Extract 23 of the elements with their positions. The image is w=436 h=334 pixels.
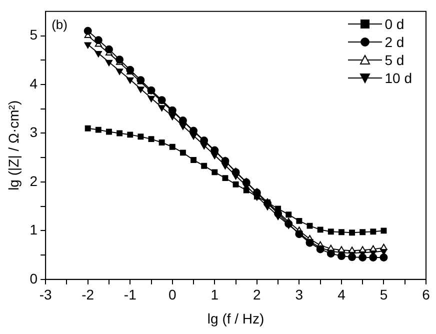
y-tick-label: 3 [30,124,38,140]
x-tick-label: -3 [39,286,52,303]
annotation: (b) [52,17,68,32]
x-tick-label: 0 [168,286,176,303]
x-tick-label: 6 [422,286,430,303]
x-tick-label: -2 [82,286,94,303]
x-tick-label: 5 [380,286,388,303]
y-tick-label: 1 [30,222,38,238]
x-tick-label: 2 [253,286,262,303]
x-axis-title: lg (f / Hz) [207,310,264,326]
x-tick-label: -1 [124,286,137,303]
legend-label: 2 d [384,34,404,50]
y-tick-label: 0 [30,270,38,286]
y-tick-label: 4 [30,75,38,92]
x-tick-label: 1 [210,286,219,303]
x-tick-label: 3 [295,286,304,303]
legend-label: 0 d [384,16,404,32]
x-tick-label: 4 [338,286,346,303]
y-tick-label: 5 [30,26,38,43]
legend-label: 10 d [384,70,412,86]
y-axis-title: lg (|Z| / Ω·cm²) [5,100,22,190]
legend-label: 5 d [384,52,404,68]
y-tick-label: 2 [30,172,38,189]
